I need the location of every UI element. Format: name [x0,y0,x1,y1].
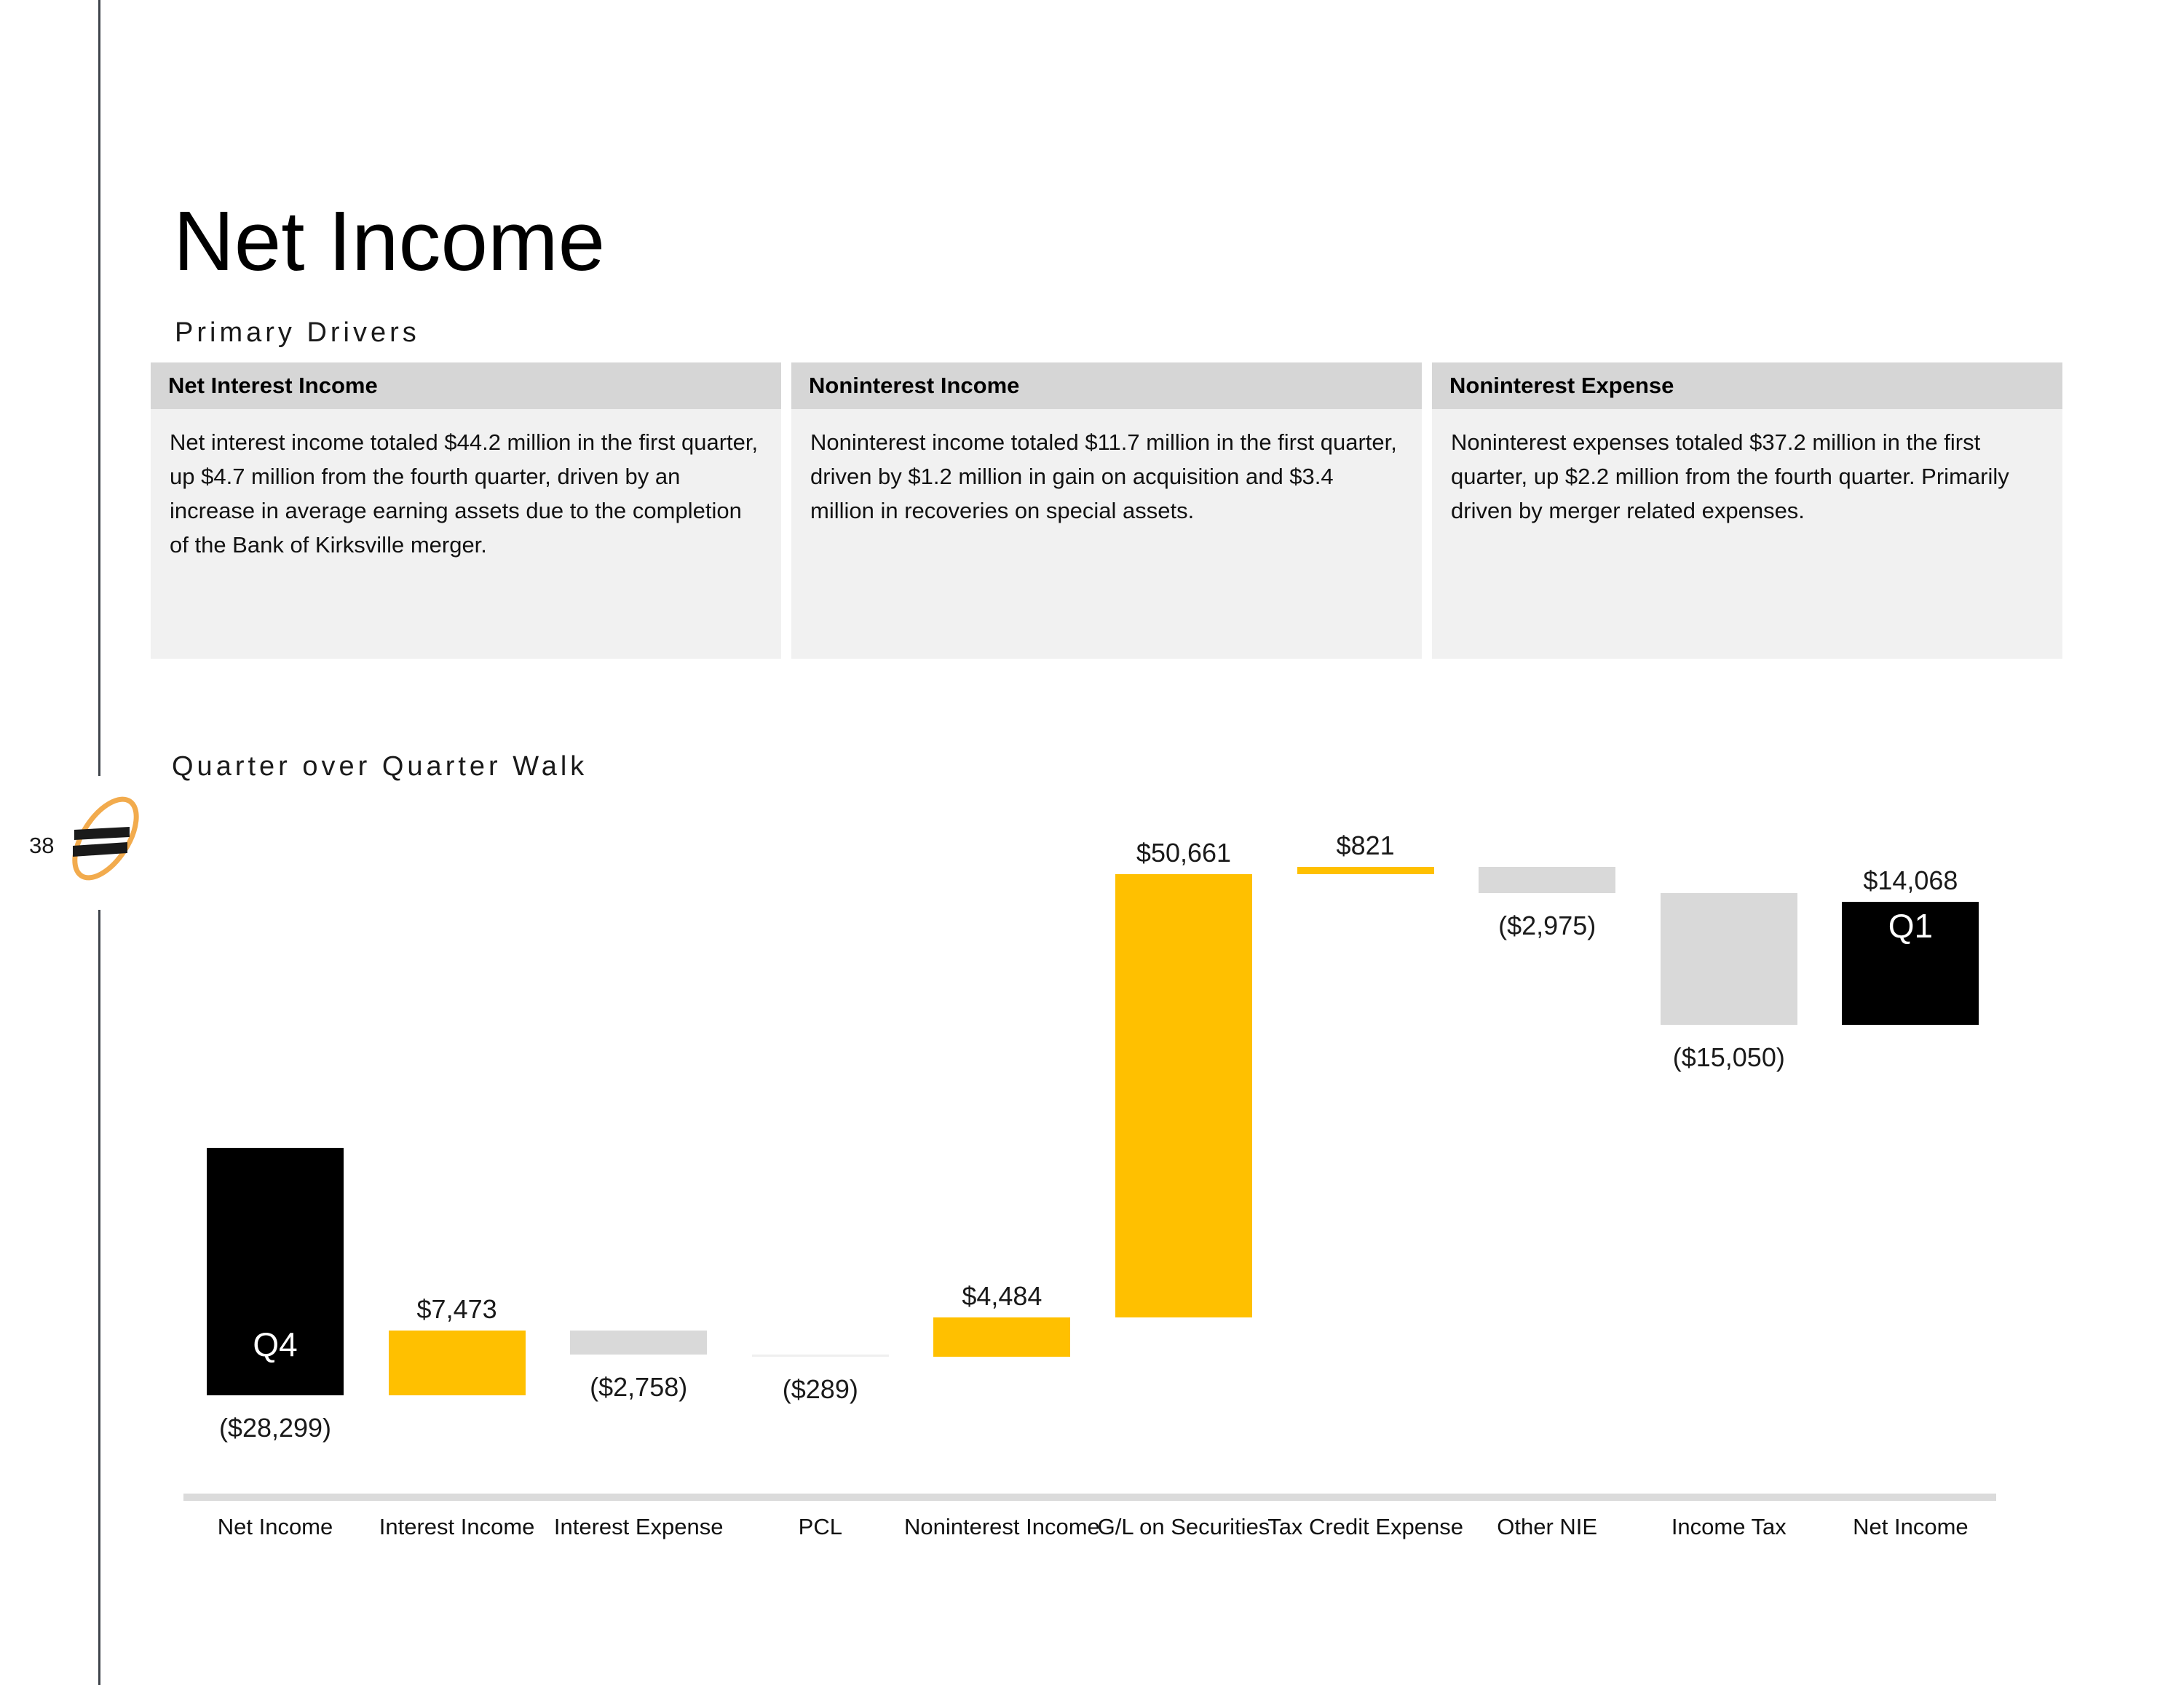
driver-box-noninterest-income: Noninterest Income Noninterest income to… [791,362,1422,659]
bar-value-label: $7,473 [416,1293,497,1324]
bar-value-label: ($2,758) [590,1371,688,1402]
bar-value-label: $4,484 [962,1281,1042,1312]
bar-inner-label-q4: Q4 [253,1325,298,1364]
bar-0-net-income [207,1148,344,1396]
driver-box-body: Net interest income totaled $44.2 millio… [151,409,781,659]
driver-box-net-interest-income: Net Interest Income Net interest income … [151,362,781,659]
logo-bar [73,842,127,857]
bar-6-tax-credit-expense [1297,866,1434,874]
bar-9-net-income [1842,901,1979,1025]
bar-1-interest-income [388,1330,526,1396]
category-label: Noninterest Income [903,1514,1100,1539]
section-heading-primary-drivers: Primary Drivers [175,317,420,348]
category-label: Tax Credit Expense [1267,1514,1463,1539]
logo-bar [74,827,130,840]
bar-value-label: ($2,975) [1498,910,1597,940]
page-number: 38 [29,833,55,858]
driver-box-header: Net Interest Income [151,362,781,409]
driver-box-header: Noninterest Expense [1432,362,2062,409]
bar-5-g-l-on-securities [1115,873,1252,1318]
driver-box-header: Noninterest Income [791,362,1422,409]
category-label: Net Income [1853,1514,1969,1539]
bar-8-income-tax [1660,892,1797,1025]
category-label: Interest Expense [553,1514,724,1539]
category-label: G/L on Securities [1097,1514,1270,1539]
bar-value-label: $50,661 [1136,837,1232,868]
category-label: Income Tax [1671,1514,1787,1539]
bar-3-pcl [751,1354,889,1357]
bar-7-other-nie [1479,866,1616,893]
bar-4-noninterest-income [933,1317,1071,1357]
page-title: Net Income [173,194,606,288]
company-ring-logo-icon [72,796,139,881]
driver-box-body: Noninterest expenses totaled $37.2 milli… [1432,409,2062,659]
bar-value-label: $14,068 [1863,865,1958,895]
category-label: PCL [798,1514,842,1539]
bar-value-label: ($28,299) [218,1413,332,1443]
category-label: Interest Income [379,1514,535,1539]
x-axis-baseline [183,1494,1996,1501]
category-label: Net Income [217,1514,333,1539]
driver-box-noninterest-expense: Noninterest Expense Noninterest expenses… [1432,362,2062,659]
bar-value-label: ($15,050) [1672,1042,1785,1072]
driver-box-body: Noninterest income totaled $11.7 million… [791,409,1422,659]
bar-2-interest-expense [570,1330,708,1355]
section-heading-qoq-walk: Quarter over Quarter Walk [172,751,588,782]
left-border-line-bottom [98,910,100,1685]
bar-inner-label-q1: Q1 [1888,906,1934,945]
bar-value-label: ($289) [782,1374,858,1405]
primary-drivers-row: Net Interest Income Net interest income … [151,362,2062,659]
bar-value-label: $821 [1336,830,1395,860]
category-label: Other NIE [1497,1514,1598,1539]
left-border-line-top [98,0,100,776]
